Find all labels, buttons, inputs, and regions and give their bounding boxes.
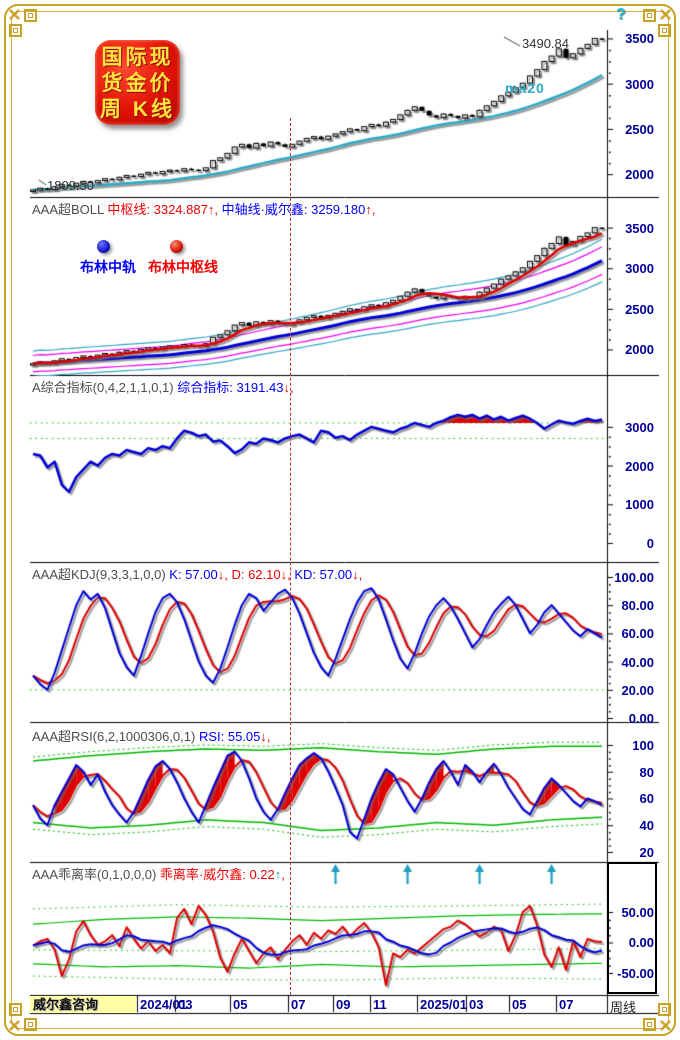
axis-tick-label: 2000 <box>625 167 654 183</box>
indicator-name: AAA超BOLL <box>32 202 104 217</box>
bias-axis-selection-box <box>607 862 657 994</box>
footer-brand-label: 威尔鑫咨询 <box>30 996 136 1013</box>
help-icon[interactable]: ? <box>616 6 626 23</box>
x-axis-label: 07 <box>559 997 574 1012</box>
axis-tick-label: -50.00 <box>617 965 654 981</box>
corner-ornament <box>640 1000 672 1032</box>
axis-tick-label: 40.00 <box>621 654 654 670</box>
axis-tick-label: 80 <box>639 764 654 780</box>
axis-tick-label: 40 <box>639 818 654 834</box>
legend-dot-red <box>170 240 183 253</box>
indicator-name: AAA超RSI(6,2,1000306,0,1) <box>32 729 196 744</box>
crosshair-vline <box>290 118 291 995</box>
peak-price-label: 3490.84 <box>522 36 569 51</box>
spiral-ornament-icon <box>643 1018 656 1031</box>
axis-tick-label: 0 <box>646 535 654 551</box>
axis-tick-label: 20.00 <box>621 682 654 698</box>
x-axis-label: 07 <box>291 997 306 1012</box>
axis-tick-label: 2500 <box>625 301 654 317</box>
axis-tick-label: 0.00 <box>628 935 654 951</box>
axis-tick-label: 2500 <box>625 121 654 137</box>
decorative-frame-inner <box>11 11 669 1029</box>
axis-tick-label: 3000 <box>625 261 654 277</box>
down-arrow: ↓, <box>217 567 228 582</box>
ma20-label: ma20 <box>505 80 545 96</box>
axis-tick-label: 0.00 <box>628 711 654 727</box>
bias-panel-header: AAA乖离率(0,1,0,0,0) 乖离率·威尔鑫: 0.22↑, <box>32 864 285 883</box>
brand-stamp: 国际现 货金价 周 K线 <box>95 40 180 125</box>
corner-ornament <box>8 8 40 40</box>
composite-readout: 综合指标: 3191.43 <box>173 380 284 395</box>
up-arrow: ↑, <box>365 202 376 217</box>
axis-tick-label: 60.00 <box>621 626 654 642</box>
down-arrow: ↓, <box>260 729 271 744</box>
x-axis-label: 2024/01 <box>140 997 187 1012</box>
stamp-line: 周 K线 <box>100 98 175 121</box>
comma: , <box>281 867 285 882</box>
spiral-ornament-icon <box>9 24 22 37</box>
d-readout: D: 62.10 <box>227 567 281 582</box>
axis-tick-label: 3000 <box>625 76 654 92</box>
down-arrow: ↓, <box>280 567 291 582</box>
axis-tick-label: 60 <box>639 791 654 807</box>
x-axis-label: 2025/01 <box>420 997 467 1012</box>
boll-panel-header: AAA超BOLL 中枢线: 3324.887↑, 中轴线·威尔鑫: 3259.1… <box>32 199 375 218</box>
axis-tick-label: 20 <box>639 844 654 860</box>
x-axis-label: 09 <box>336 997 351 1012</box>
kdj-panel-header: AAA超KDJ(9,3,3,1,0,0) K: 57.00↓, D: 62.10… <box>32 564 362 583</box>
stamp-line: 国际现 <box>101 46 174 69</box>
spiral-ornament-icon <box>24 1018 37 1031</box>
spiral-ornament-icon <box>658 24 671 37</box>
x-axis-label: 05 <box>512 997 527 1012</box>
axis-tick-label: 1000 <box>625 497 654 513</box>
k-readout: K: 57.00 <box>165 567 218 582</box>
x-axis-label: 05 <box>233 997 248 1012</box>
rsi-readout: RSI: 55.05 <box>195 729 261 744</box>
spiral-ornament-icon <box>643 9 656 22</box>
spiral-ornament-icon <box>24 9 37 22</box>
indicator-name: AAA超KDJ(9,3,3,1,0,0) <box>32 567 166 582</box>
axis-tick-label: 3000 <box>625 419 654 435</box>
stamp-line: 货金价 <box>101 72 174 95</box>
mid-readout: 中轴线·威尔鑫: 3259.180 <box>217 202 366 217</box>
rsi-panel-header: AAA超RSI(6,2,1000306,0,1) RSI: 55.05↓, <box>32 726 271 745</box>
indicator-name: A综合指标(0,4,2,1,1,0,1) <box>32 380 174 395</box>
period-label[interactable]: 周线 <box>610 1000 637 1015</box>
x-axis-label: 11 <box>373 997 387 1012</box>
down-arrow: ↓, <box>352 567 363 582</box>
decorative-frame-outer <box>4 4 676 1036</box>
legend-mid-band-label: 布林中轨 <box>80 259 136 275</box>
axis-tick-label: 3500 <box>625 220 654 236</box>
x-ornament-icon <box>9 9 20 20</box>
axis-tick-label: 2000 <box>625 342 654 358</box>
corner-ornament <box>8 1000 40 1032</box>
x-axis-label: 03 <box>178 997 193 1012</box>
x-ornament-icon <box>660 9 671 20</box>
axis-tick-label: 50.00 <box>621 905 654 920</box>
pivot-readout: 中枢线: 3324.887↑, <box>103 202 218 217</box>
up-arrow: ↑ <box>274 867 282 882</box>
bias-readout: 乖离率·威尔鑫: 0.22 <box>156 867 275 882</box>
kd-readout: KD: 57.00 <box>290 567 353 582</box>
axis-tick-label: 100.00 <box>614 569 654 585</box>
indicator-name: AAA乖离率(0,1,0,0,0) <box>32 867 157 882</box>
axis-tick-label: 80.00 <box>621 598 654 614</box>
composite-panel-header: A综合指标(0,4,2,1,1,0,1) 综合指标: 3191.43↓, <box>32 377 294 396</box>
legend-pivot-label: 布林中枢线 <box>148 259 218 275</box>
axis-tick-label: 100 <box>632 737 654 753</box>
spiral-ornament-icon <box>658 1003 671 1016</box>
legend-dot-blue <box>97 240 110 253</box>
down-arrow: ↓, <box>283 380 294 395</box>
axis-tick-label: 3500 <box>625 31 654 47</box>
x-ornament-icon <box>660 1020 671 1031</box>
corner-ornament <box>640 8 672 40</box>
x-axis-label: 03 <box>469 997 484 1012</box>
low-price-label: 1809.50 <box>47 178 94 193</box>
x-ornament-icon <box>9 1020 20 1031</box>
spiral-ornament-icon <box>9 1003 22 1016</box>
axis-tick-label: 2000 <box>625 458 654 474</box>
